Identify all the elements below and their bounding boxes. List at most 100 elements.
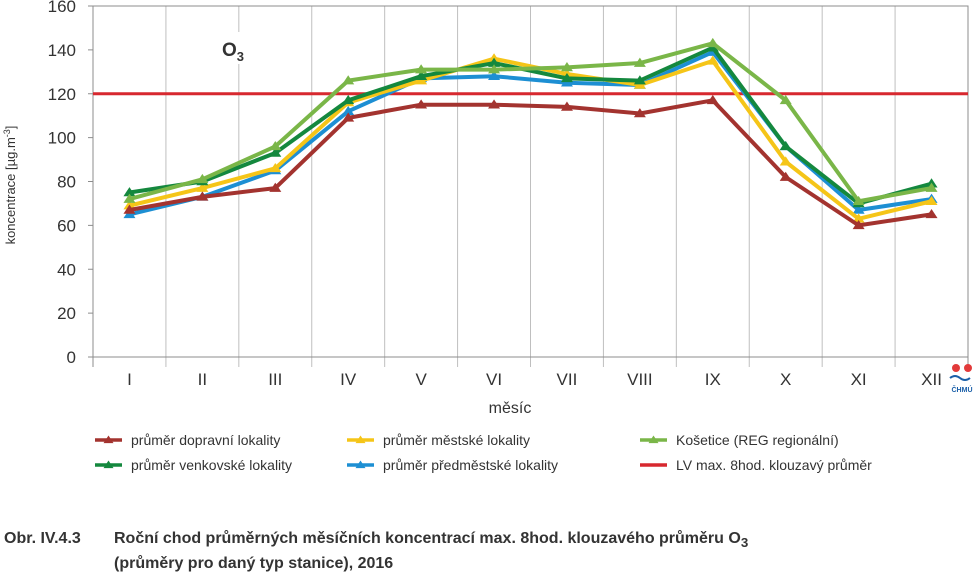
series-4 (123, 37, 938, 206)
data-point (196, 182, 209, 192)
data-point (269, 147, 282, 157)
data-point (852, 213, 865, 223)
data-point (633, 108, 646, 118)
data-point (560, 72, 573, 83)
data-point (706, 37, 719, 48)
chmu-logo: ČHMÚ (949, 364, 973, 394)
data-point (925, 182, 938, 192)
x-tick-label: VII (557, 370, 578, 389)
data-point (560, 62, 573, 72)
data-point (706, 94, 719, 105)
data-point (779, 94, 792, 105)
series-group (123, 37, 938, 230)
data-point (123, 193, 136, 203)
data-point (269, 182, 282, 192)
y-axis-title: koncentrace [µg.m-3] (2, 126, 18, 245)
data-point (852, 204, 865, 214)
y-tick-label: 40 (57, 260, 76, 279)
series-line (128, 56, 933, 221)
y-tick-labels: 0 20 40 60 80 100 120 140 160 (48, 0, 93, 367)
figure-caption: Obr. IV.4.3 Roční chod průměrných měsíční… (4, 528, 964, 574)
data-point (779, 156, 792, 166)
legend-marker (103, 460, 114, 469)
data-point (779, 171, 792, 181)
x-tick-label: IV (340, 370, 357, 389)
y-axis-bracket: ] (3, 126, 18, 130)
data-point (415, 99, 428, 109)
legend-label: průměr dopravní lokality (131, 432, 280, 448)
data-point (269, 141, 282, 151)
x-tick-label: XI (851, 370, 867, 389)
series-line (129, 98, 932, 228)
data-point (706, 55, 719, 65)
y-tick-label: 120 (48, 85, 76, 104)
x-tick-label: V (415, 370, 427, 389)
legend-item: průměr venkovské lokality (95, 457, 292, 473)
legend-item: LV max. 8hod. klouzavý průměr (640, 457, 872, 473)
caption-number: Obr. IV.4.3 (4, 530, 81, 547)
annotation-box: O3 (196, 32, 274, 64)
legend-label: průměr předměstské lokality (383, 457, 558, 473)
data-point (925, 209, 938, 219)
legend-item: Košetice (REG regionální) (640, 432, 839, 448)
x-tick-label: III (268, 370, 282, 389)
legend-label: Košetice (REG regionální) (676, 432, 839, 448)
legend-label: LV max. 8hod. klouzavý průměr (676, 457, 872, 473)
y-tick-label: 80 (57, 173, 76, 192)
x-tick-labels: I II III IV V VI VII VIII IX X XI XII (127, 370, 942, 389)
legend-marker (648, 435, 659, 444)
series-line (129, 45, 933, 206)
y-tick-label: 100 (48, 129, 76, 148)
legend-item: průměr dopravní lokality (95, 432, 280, 448)
data-point (269, 162, 282, 173)
series-line (128, 41, 932, 204)
data-point (123, 204, 136, 214)
data-point (488, 70, 501, 80)
data-point (633, 57, 646, 67)
caption-line1: Roční chod průměrných měsíčních koncentr… (114, 530, 741, 547)
x-tick-label: VI (486, 370, 502, 389)
legend-label: průměr městské lokality (383, 432, 530, 448)
data-point (852, 219, 865, 230)
x-tick-label: VIII (627, 370, 653, 389)
x-tick-label: XII (921, 370, 942, 389)
data-point (342, 105, 355, 116)
y-axis-superscript: -3 (2, 129, 12, 137)
legend: průměr dopravní lokality průměr městské l… (95, 432, 872, 473)
series-0 (123, 94, 938, 230)
annotation-subscript: 3 (237, 49, 244, 64)
data-point (852, 195, 865, 206)
x-tick-label: II (198, 370, 207, 389)
legend-marker (355, 460, 366, 469)
legend-item: průměr předměstské lokality (347, 457, 558, 473)
y-tick-label: 0 (67, 348, 76, 367)
x-tick-label: X (780, 370, 791, 389)
data-point (560, 101, 573, 111)
data-point (342, 94, 355, 105)
data-point (488, 99, 501, 109)
data-point (196, 173, 209, 184)
legend-marker (355, 435, 366, 444)
caption-subscript: 3 (740, 535, 749, 551)
data-point (123, 187, 136, 197)
caption-line2: (průměry pro daný typ stanice), 2016 (114, 555, 394, 573)
data-point (415, 70, 428, 80)
data-point (925, 195, 938, 206)
y-tick-label: 160 (48, 0, 76, 16)
data-point (488, 64, 501, 74)
y-tick-label: 60 (57, 216, 76, 235)
logo-text: ČHMÚ (952, 385, 973, 394)
data-point (196, 191, 209, 201)
x-tick-label: I (127, 370, 132, 389)
legend-marker (103, 435, 114, 444)
legend-item: průměr městské lokality (347, 432, 530, 448)
data-point (779, 141, 792, 151)
data-point (342, 75, 355, 85)
series-1 (123, 42, 938, 208)
legend-label: průměr venkovské lokality (131, 457, 292, 473)
data-point (342, 112, 355, 122)
x-axis-title: měsíc (489, 400, 532, 417)
data-point (415, 64, 428, 74)
data-point (488, 57, 501, 67)
